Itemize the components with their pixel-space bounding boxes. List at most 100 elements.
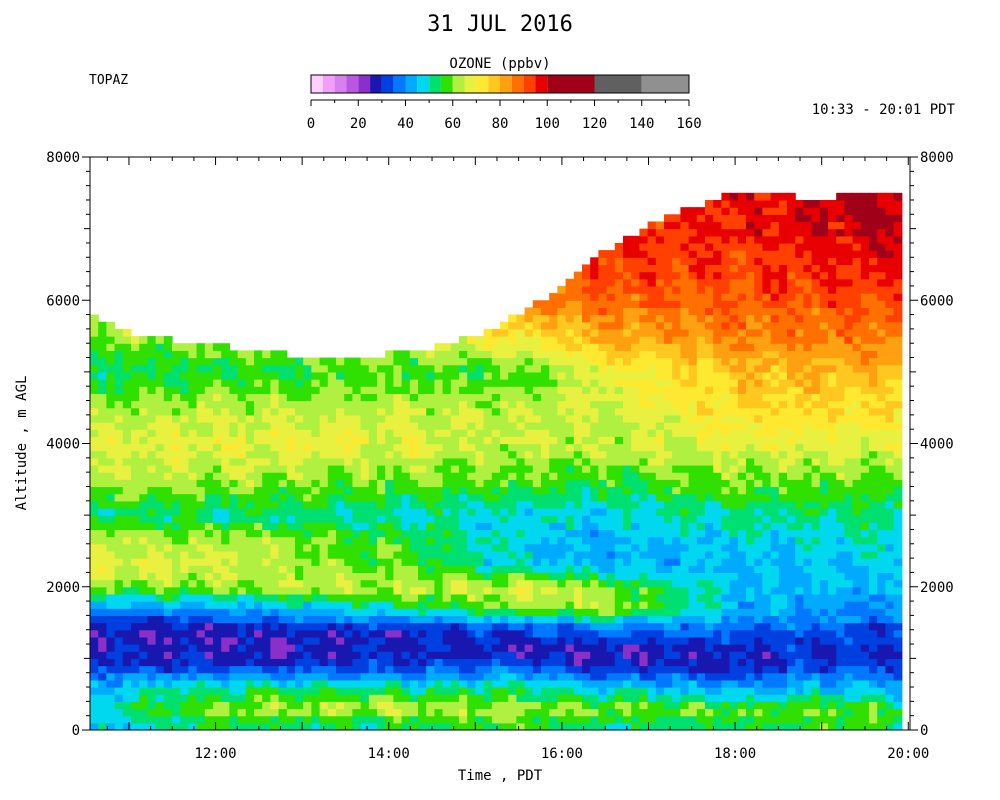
heatmap-cell bbox=[541, 386, 550, 394]
heatmap-cell bbox=[729, 228, 739, 237]
heatmap-cell bbox=[459, 629, 468, 638]
heatmap-cell bbox=[639, 414, 649, 423]
heatmap-cell bbox=[270, 522, 280, 531]
heatmap-cell bbox=[475, 694, 485, 702]
heatmap-cell bbox=[614, 314, 624, 323]
heatmap-cell bbox=[418, 450, 427, 459]
heatmap-cell bbox=[705, 665, 714, 674]
heatmap-cell bbox=[221, 644, 230, 652]
heatmap-cell bbox=[655, 472, 665, 480]
heatmap-cell bbox=[573, 443, 583, 452]
heatmap-cell bbox=[549, 586, 558, 595]
heatmap-cell bbox=[172, 379, 181, 387]
heatmap-cell bbox=[401, 608, 411, 616]
heatmap-cell bbox=[467, 572, 476, 581]
heatmap-cell bbox=[139, 651, 148, 659]
heatmap-cell bbox=[229, 350, 239, 359]
heatmap-cell bbox=[237, 565, 247, 574]
heatmap-cell bbox=[762, 558, 772, 566]
heatmap-cell bbox=[606, 486, 616, 495]
heatmap-cell bbox=[278, 407, 288, 416]
heatmap-cell bbox=[713, 221, 722, 230]
heatmap-cell bbox=[729, 235, 739, 244]
heatmap-cell bbox=[122, 500, 132, 509]
heatmap-cell bbox=[754, 429, 763, 437]
heatmap-cell bbox=[573, 314, 583, 323]
heatmap-cell bbox=[500, 708, 509, 717]
heatmap-cell bbox=[606, 579, 616, 588]
heatmap-cell bbox=[524, 422, 534, 430]
heatmap-cell bbox=[204, 464, 214, 473]
heatmap-cell bbox=[180, 407, 189, 416]
heatmap-cell bbox=[147, 429, 157, 437]
heatmap-cell bbox=[688, 464, 698, 473]
heatmap-cell bbox=[221, 364, 230, 373]
heatmap-cell bbox=[213, 708, 222, 717]
heatmap-cell bbox=[647, 601, 657, 609]
heatmap-cell bbox=[754, 565, 763, 574]
heatmap-cell bbox=[664, 336, 673, 344]
heatmap-cell bbox=[672, 235, 681, 244]
heatmap-cell bbox=[286, 636, 296, 645]
heatmap-cell bbox=[139, 343, 148, 351]
heatmap-cell bbox=[311, 371, 321, 380]
heatmap-cell bbox=[188, 658, 198, 667]
heatmap-cell bbox=[590, 357, 599, 366]
heatmap-cell bbox=[270, 464, 280, 473]
heatmap-cell bbox=[746, 615, 755, 624]
heatmap-cell bbox=[500, 536, 509, 545]
heatmap-cell bbox=[90, 393, 99, 402]
heatmap-cell bbox=[196, 493, 206, 502]
heatmap-cell bbox=[229, 429, 239, 437]
heatmap-cell bbox=[631, 572, 640, 581]
heatmap-cell bbox=[647, 278, 657, 287]
heatmap-cell bbox=[106, 371, 116, 380]
heatmap-cell bbox=[746, 328, 755, 337]
heatmap-cell bbox=[426, 715, 435, 724]
heatmap-cell bbox=[352, 550, 362, 559]
heatmap-cell bbox=[106, 558, 116, 566]
heatmap-cell bbox=[524, 636, 534, 645]
heatmap-cell bbox=[664, 379, 673, 387]
heatmap-cell bbox=[705, 629, 714, 638]
heatmap-cell bbox=[286, 629, 296, 638]
heatmap-cell bbox=[672, 572, 681, 581]
heatmap-cell bbox=[483, 672, 493, 681]
heatmap-cell bbox=[155, 665, 165, 674]
heatmap-cell bbox=[705, 615, 714, 624]
heatmap-cell bbox=[459, 407, 468, 416]
heatmap-cell bbox=[434, 658, 444, 667]
heatmap-cell bbox=[155, 593, 165, 602]
heatmap-cell bbox=[491, 450, 501, 459]
heatmap-cell bbox=[721, 687, 731, 695]
heatmap-cell bbox=[746, 558, 755, 566]
heatmap-cell bbox=[754, 579, 763, 588]
heatmap-cell bbox=[688, 414, 698, 423]
heatmap-cell bbox=[729, 629, 739, 638]
heatmap-cell bbox=[565, 450, 575, 459]
heatmap-cell bbox=[106, 364, 116, 373]
heatmap-cell bbox=[303, 593, 312, 602]
heatmap-cell bbox=[262, 572, 271, 581]
heatmap-cell bbox=[114, 422, 124, 430]
heatmap-cell bbox=[131, 493, 140, 502]
heatmap-cell bbox=[278, 550, 288, 559]
heatmap-cell bbox=[327, 644, 337, 652]
heatmap-cell bbox=[393, 543, 403, 552]
heatmap-cell bbox=[549, 500, 558, 509]
heatmap-cell bbox=[582, 293, 591, 301]
heatmap-cell bbox=[508, 479, 517, 488]
heatmap-cell bbox=[475, 400, 485, 409]
heatmap-cell bbox=[368, 608, 378, 616]
heatmap-cell bbox=[254, 708, 263, 717]
heatmap-cell bbox=[746, 336, 755, 344]
heatmap-cell bbox=[409, 350, 419, 359]
heatmap-cell bbox=[557, 321, 567, 330]
heatmap-cell bbox=[385, 644, 394, 652]
heatmap-cell bbox=[434, 450, 444, 459]
heatmap-cell bbox=[426, 615, 435, 624]
heatmap-cell bbox=[213, 665, 222, 674]
heatmap-cell bbox=[122, 593, 132, 602]
heatmap-cell bbox=[754, 350, 763, 359]
heatmap-cell bbox=[147, 472, 157, 480]
